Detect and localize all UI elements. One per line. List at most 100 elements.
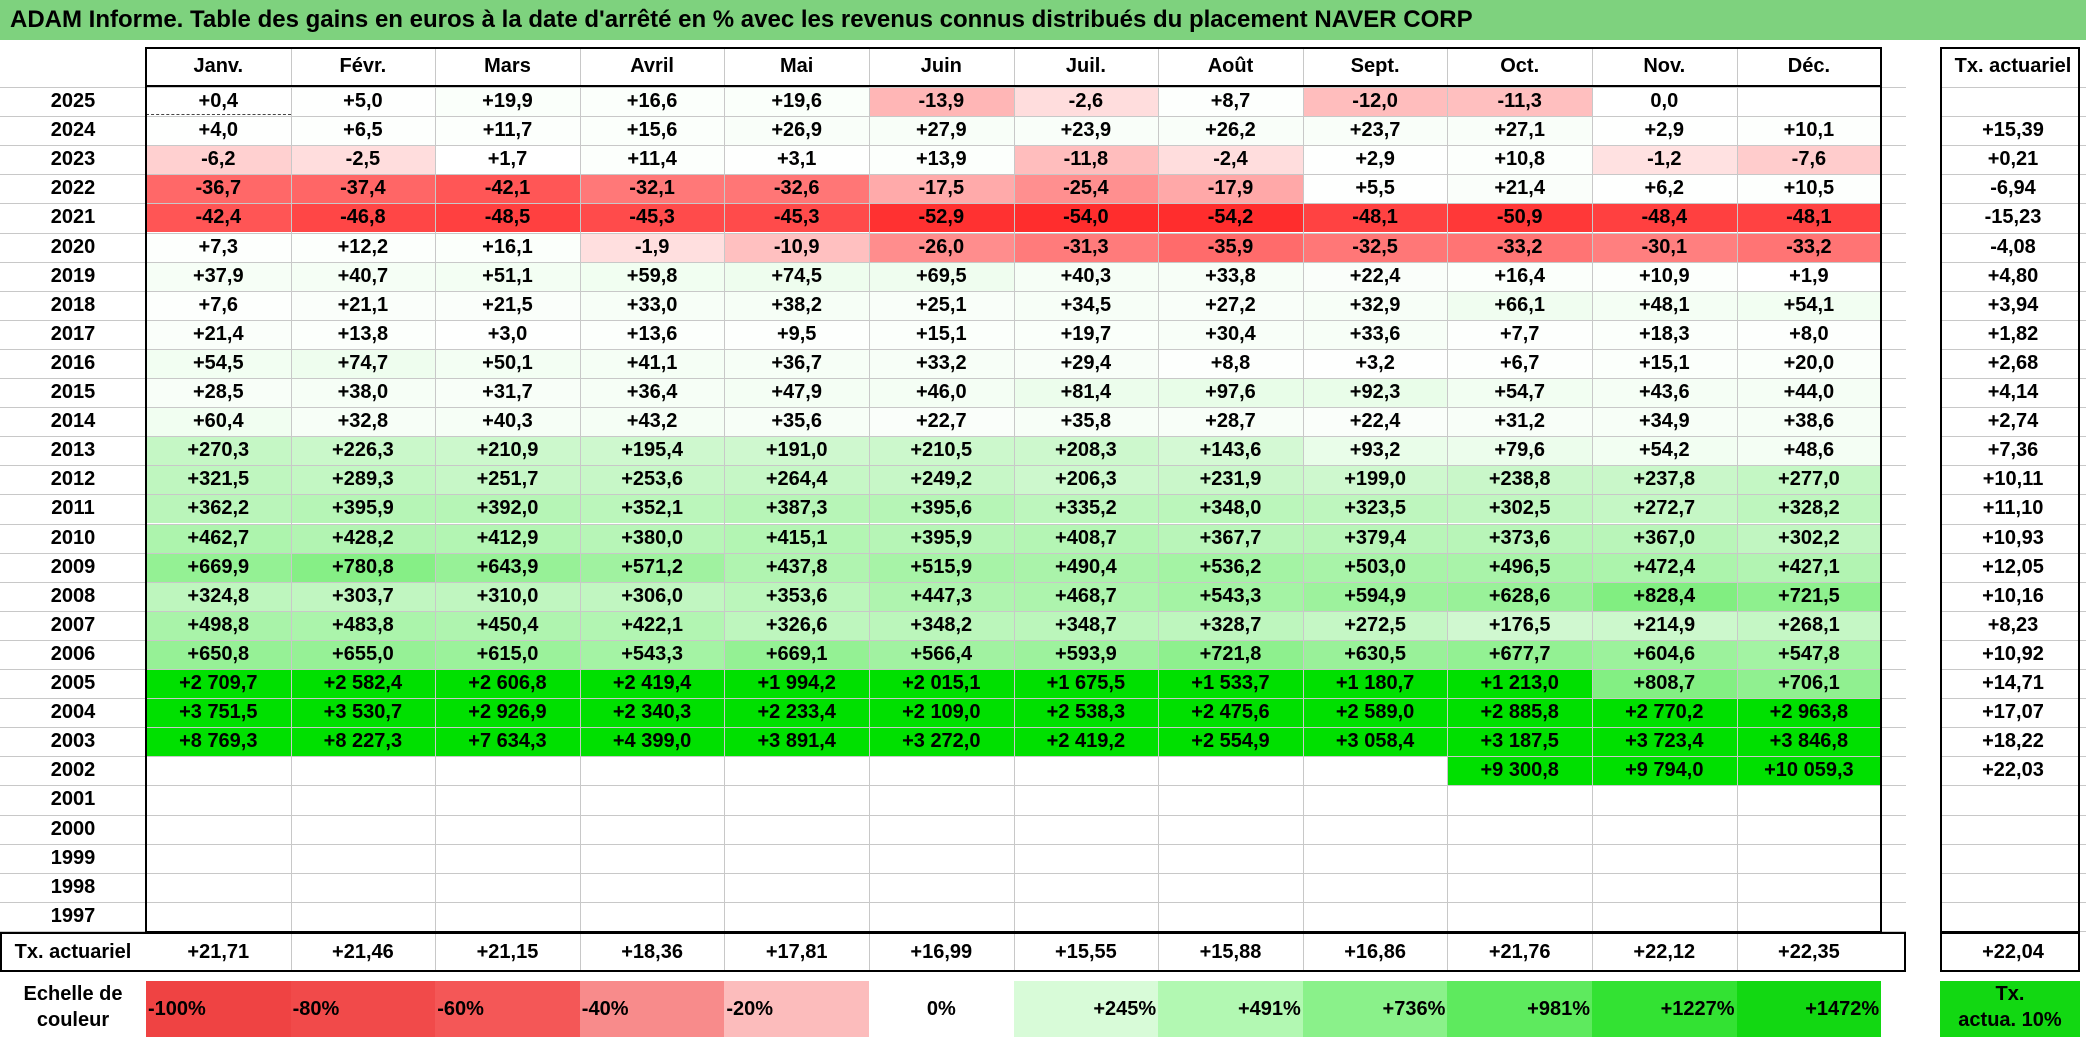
table-cell: +643,9 — [435, 552, 580, 582]
grid-line — [1447, 47, 1449, 971]
table-cell: +306,0 — [579, 581, 725, 611]
table-cell: +348,2 — [869, 610, 1014, 640]
table-cell: -36,7 — [146, 174, 291, 204]
annual-rate-header: Tx. actuariel — [1954, 55, 2072, 77]
table-cell: +515,9 — [869, 552, 1014, 582]
year-label: 2008 — [50, 584, 96, 607]
page-title: ADAM Informe. Table des gains en euros à… — [0, 0, 2086, 40]
table-cell: +353,6 — [724, 581, 869, 611]
table-cell: +31,2 — [1447, 407, 1592, 437]
table-cell: +10,8 — [1447, 145, 1592, 175]
annual-rate-cell: +4,14 — [1987, 381, 2039, 403]
table-cell: +2 554,9 — [1158, 727, 1303, 757]
grid-line — [1940, 203, 2086, 205]
annual-rate-cell: +10,93 — [1982, 526, 2044, 549]
table-cell: +7,3 — [146, 232, 291, 262]
table-cell — [724, 756, 869, 786]
table-cell — [579, 901, 725, 931]
grid-line — [1940, 116, 2086, 118]
grid-line — [0, 581, 1906, 583]
month-header-4: Avril — [630, 55, 674, 77]
table-cell: +462,7 — [146, 523, 291, 553]
table-cell: +428,2 — [290, 523, 436, 553]
table-cell: +20,0 — [1736, 348, 1882, 378]
grid-line — [1940, 698, 2086, 700]
grid-line — [0, 407, 1906, 409]
table-cell: +26,2 — [1158, 116, 1303, 146]
table-cell: +1 675,5 — [1013, 669, 1159, 699]
table-cell — [579, 814, 725, 844]
table-cell: +3 751,5 — [146, 698, 291, 728]
color-scale-step: -20% — [724, 980, 869, 1037]
table-cell — [1447, 843, 1592, 873]
table-cell: +2 419,2 — [1013, 727, 1159, 757]
table-cell — [1013, 756, 1159, 786]
table-cell: +395,6 — [869, 494, 1014, 524]
table-cell: +2,9 — [1592, 116, 1737, 146]
table-cell: +2 233,4 — [724, 698, 869, 728]
annual-rate-cell: +12,05 — [1982, 555, 2044, 578]
table-cell: +16,4 — [1447, 261, 1592, 291]
table-cell: +12,2 — [290, 232, 436, 262]
table-cell: +21,4 — [146, 319, 291, 349]
footer-rate-cell: +21,71 — [187, 940, 250, 963]
table-cell: +303,7 — [290, 581, 436, 611]
grid-line — [0, 552, 1906, 554]
table-cell: +34,5 — [1013, 290, 1159, 320]
table-cell: +97,6 — [1158, 378, 1303, 408]
table-cell: +3,0 — [435, 319, 580, 349]
grid-line — [1940, 639, 2086, 641]
year-label: 2010 — [50, 526, 96, 549]
table-cell: -10,9 — [724, 232, 869, 262]
color-scale-step: 0% — [869, 980, 1014, 1037]
table-cell: +10,9 — [1592, 261, 1737, 291]
grid-line — [1940, 261, 2086, 263]
table-cell: -11,8 — [1013, 145, 1159, 175]
table-cell — [1302, 843, 1448, 873]
table-cell: +2 109,0 — [869, 698, 1014, 728]
table-cell — [1013, 901, 1159, 931]
table-cell: -48,4 — [1592, 203, 1737, 233]
table-cell: +328,2 — [1736, 494, 1882, 524]
table-cell — [290, 872, 436, 902]
table-cell — [1013, 785, 1159, 815]
annual-rate-cell — [1940, 844, 2086, 873]
year-label: 2015 — [50, 381, 96, 403]
grid-line — [0, 669, 1906, 670]
grid-line — [1940, 552, 2086, 554]
table-cell: +54,7 — [1447, 378, 1592, 408]
year-label: 2003 — [50, 730, 96, 753]
table-cell: +11,4 — [579, 145, 725, 175]
table-cell — [869, 785, 1014, 815]
year-label: 1997 — [50, 904, 96, 927]
table-cell — [435, 785, 580, 815]
table-cell: +6,7 — [1447, 348, 1592, 378]
table-cell: -17,5 — [869, 174, 1014, 204]
table-cell: +251,7 — [435, 465, 580, 495]
table-cell: -35,9 — [1158, 232, 1303, 262]
table-cell: 0,0 — [1592, 87, 1737, 117]
table-cell: +15,1 — [1592, 348, 1737, 378]
table-cell: +2 589,0 — [1302, 698, 1448, 728]
table-cell: +253,6 — [579, 465, 725, 495]
table-cell: +7,7 — [1447, 319, 1592, 349]
grid-line — [1736, 47, 1738, 971]
table-cell: +51,1 — [435, 261, 580, 291]
table-cell: +503,0 — [1302, 552, 1448, 582]
month-header-8: Août — [1207, 55, 1254, 77]
grid-line — [1940, 843, 2086, 845]
grid-line — [0, 87, 1906, 88]
grid-line — [1592, 47, 1593, 971]
grid-line — [1940, 930, 2086, 932]
annual-rate-cell: +15,39 — [1982, 119, 2044, 142]
table-cell: +571,2 — [579, 552, 725, 582]
table-cell: -46,8 — [290, 203, 436, 233]
table-cell: +15,6 — [579, 116, 725, 146]
grid-line — [1940, 494, 2086, 496]
grid-line — [0, 261, 1906, 263]
table-cell — [146, 756, 291, 786]
table-cell: +395,9 — [290, 494, 436, 524]
table-cell: +21,4 — [1447, 174, 1592, 204]
table-cell: +324,8 — [146, 581, 291, 611]
annual-rate-cell: +0,21 — [1987, 148, 2039, 171]
